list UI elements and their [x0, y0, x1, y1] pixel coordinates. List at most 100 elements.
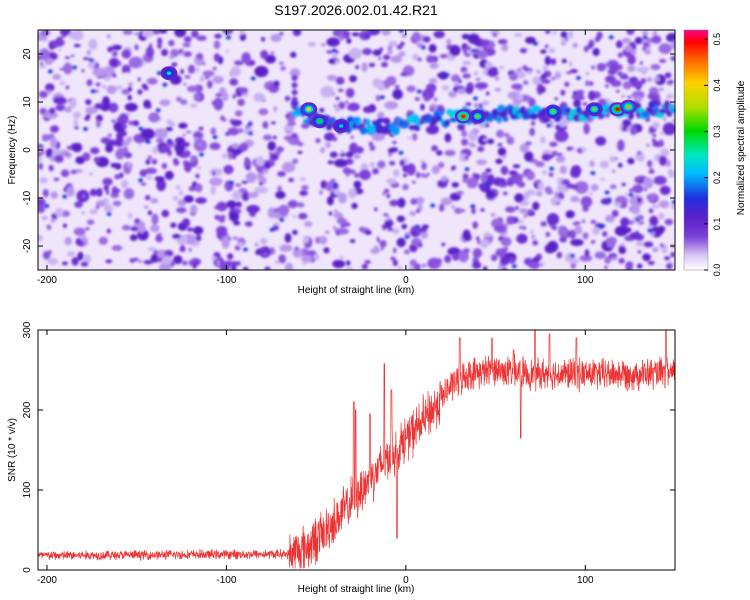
- spectrogram-cell: [381, 61, 388, 68]
- spectrogram-cell: [614, 225, 629, 237]
- spectrogram-cell: [332, 182, 338, 187]
- spectrogram-cell: [86, 49, 92, 56]
- spectrogram-cell: [508, 170, 518, 176]
- spectrogram-cell: [570, 239, 584, 246]
- spectrogram-cell: [528, 97, 536, 108]
- spectrogram-cell: [355, 146, 364, 154]
- spectrogram-cell: [154, 176, 165, 182]
- spectrogram-cell: [239, 30, 245, 35]
- spectrogram-cell: [127, 94, 132, 101]
- spectrogram-cell: [542, 170, 548, 175]
- spectrogram-cell: [473, 96, 478, 101]
- spectrogram-cell: [42, 250, 51, 260]
- spectrogram-cell: [41, 134, 50, 142]
- spectrogram-cell: [138, 144, 142, 148]
- spectrogram-cell: [580, 96, 585, 100]
- spectrogram-cell: [437, 72, 445, 78]
- spectrogram-cell: [88, 58, 94, 63]
- spectrogram-cell: [121, 88, 130, 95]
- spectrogram-cell: [396, 215, 406, 223]
- spectrogram-cell: [412, 180, 416, 184]
- spectrogram-cell: [227, 127, 240, 136]
- ridge-cell: [384, 118, 391, 125]
- snr-panel: -200 -100 0 100 0 100 200 300 Height of straig…: [7, 321, 676, 595]
- spectrogram-cell: [559, 165, 568, 174]
- spectrogram-cell: [74, 201, 83, 208]
- spectrogram-cell: [621, 182, 626, 187]
- spectrogram-cell: [346, 260, 351, 266]
- spectrogram-cell: [651, 247, 659, 253]
- spectrogram-cell: [497, 147, 507, 156]
- spectrogram-cell: [441, 242, 446, 247]
- spectrogram-cell: [629, 126, 638, 136]
- spectrogram-cell: [504, 132, 510, 138]
- spectrogram-cell: [299, 177, 306, 182]
- spectrogram-cell: [332, 225, 337, 231]
- spectrogram-cell: [590, 240, 596, 244]
- spectrogram-cell: [196, 35, 207, 41]
- spectrogram-cell: [155, 138, 165, 143]
- spectrogram-cell: [542, 65, 549, 71]
- spectrogram-cell: [481, 100, 490, 106]
- spectrogram-cell: [133, 31, 140, 36]
- spectrogram-cell: [377, 160, 386, 169]
- spectrogram-cell: [606, 197, 612, 202]
- spectrogram-cell: [106, 85, 117, 94]
- spectrogram-cell: [658, 201, 667, 208]
- spectrogram-cell: [488, 66, 498, 72]
- spectrogram-cell: [190, 103, 198, 108]
- spectrogram-cell: [199, 152, 204, 157]
- spectrogram-cell: [400, 72, 408, 77]
- spectrogram-cell: [82, 57, 90, 61]
- spectrogram-cell: [39, 62, 44, 65]
- spectrogram-cell: [112, 200, 122, 207]
- spectrogram-cell: [113, 138, 126, 147]
- spectrogram-cell: [667, 170, 675, 178]
- spectrogram-cell: [464, 167, 470, 172]
- spectrogram-cell: [47, 258, 59, 265]
- spectrogram-cell: [198, 143, 202, 146]
- spectrogram-cell: [53, 96, 62, 104]
- spectrogram-cell: [307, 41, 317, 47]
- spectrogram-cell: [617, 139, 625, 152]
- spectrogram-cell: [417, 57, 422, 62]
- spectrogram-cell: [355, 65, 360, 70]
- spectrogram-cell: [574, 181, 589, 194]
- spectrogram-cell: [64, 236, 72, 246]
- spectrogram-cell: [245, 166, 251, 171]
- spectrogram-cell: [336, 230, 340, 236]
- spectrogram-cell: [490, 212, 496, 217]
- spectrogram-cell: [45, 83, 55, 92]
- spectrogram-cell: [549, 166, 555, 171]
- spectrogram-cell: [471, 207, 476, 215]
- spectrogram-cell: [83, 127, 88, 131]
- spectrogram-cell: [653, 175, 667, 185]
- spectrogram-cell: [320, 85, 334, 98]
- spectrogram-cell: [48, 250, 52, 254]
- spectrogram-cell: [646, 193, 658, 202]
- spectrogram-cell: [90, 147, 100, 155]
- spectrogram-cell: [178, 122, 188, 129]
- spectrogram-cell: [93, 156, 101, 163]
- spectrogram-cell: [473, 102, 479, 109]
- spectrogram-cell: [385, 217, 390, 221]
- spectrogram-cell: [632, 184, 644, 194]
- spectrogram-cell: [264, 266, 271, 270]
- spectrogram-cell: [92, 67, 107, 77]
- spectrogram-cell: [103, 185, 110, 191]
- spectrogram-cell: [106, 190, 109, 195]
- spectrogram-cell: [619, 74, 629, 80]
- spectrogram-cell: [85, 227, 90, 230]
- spectrogram-cell: [86, 113, 91, 118]
- spectrogram-cell: [386, 178, 397, 185]
- spectrogram-cell: [379, 240, 387, 248]
- spectrogram-cell: [659, 58, 667, 63]
- spectrogram-cell: [245, 172, 257, 183]
- spectrogram-cell: [121, 179, 129, 189]
- spectrogram-cell: [392, 89, 403, 100]
- spectrogram-cell: [152, 146, 159, 154]
- spectrogram-cell: [221, 236, 230, 249]
- spectrogram-cell: [216, 201, 228, 212]
